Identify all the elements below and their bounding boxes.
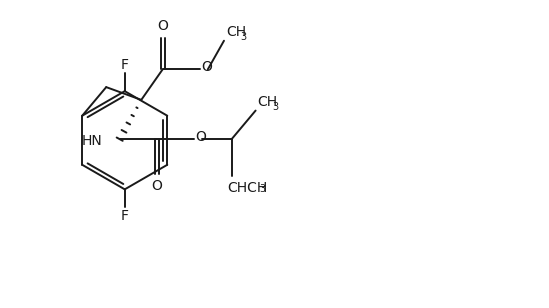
Text: 3: 3	[259, 184, 265, 194]
Text: O: O	[201, 60, 212, 74]
Text: F: F	[121, 209, 129, 223]
Text: CH: CH	[226, 25, 246, 39]
Text: HN: HN	[81, 134, 102, 148]
Text: 3: 3	[272, 102, 278, 111]
Text: O: O	[157, 19, 168, 33]
Text: F: F	[121, 58, 129, 71]
Text: 3: 3	[240, 32, 247, 42]
Text: CHCH: CHCH	[228, 181, 268, 195]
Text: CH: CH	[257, 95, 278, 109]
Text: O: O	[152, 180, 163, 193]
Text: O: O	[195, 130, 206, 144]
